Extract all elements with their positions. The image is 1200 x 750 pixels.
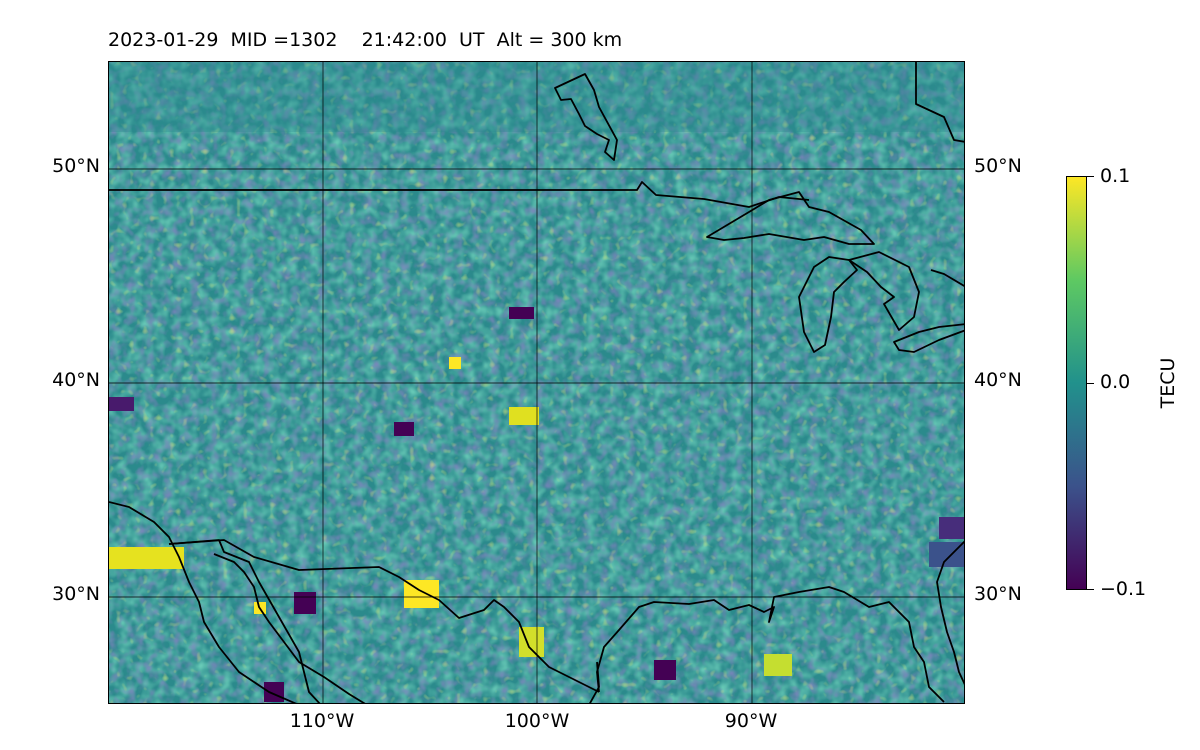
colorbar-title: TECU bbox=[1157, 357, 1179, 409]
coastlines bbox=[109, 62, 964, 703]
lake-michigan bbox=[798, 256, 858, 353]
colorbar-label-min: −0.1 bbox=[1100, 578, 1147, 600]
colorbar-tick-mid bbox=[1087, 383, 1094, 384]
tec-highlights bbox=[109, 62, 964, 702]
hudson-bay-coast bbox=[554, 73, 618, 161]
lon-tick-100w: 100°W bbox=[504, 710, 570, 732]
lake-superior bbox=[706, 191, 875, 245]
colorbar-label-max: 0.1 bbox=[1100, 165, 1131, 187]
lat-tick-30-left: 30°N bbox=[52, 583, 100, 605]
lat-tick-40-left: 40°N bbox=[52, 369, 100, 391]
figure-title: 2023-01-29 MID =1302 21:42:00 UT Alt = 3… bbox=[108, 29, 623, 51]
lake-ontario bbox=[930, 269, 964, 287]
lake-erie bbox=[893, 323, 964, 353]
lon-tick-110w: 110°W bbox=[289, 710, 355, 732]
gulf-coast bbox=[596, 586, 945, 703]
colorbar bbox=[1066, 176, 1087, 590]
lat-tick-40-right: 40°N bbox=[974, 369, 1022, 391]
lake-huron bbox=[848, 251, 920, 331]
lat-tick-50-left: 50°N bbox=[52, 155, 100, 177]
pacific-coast bbox=[109, 501, 297, 703]
us-mexico-border bbox=[168, 539, 600, 693]
florida-coast bbox=[936, 540, 964, 685]
mexico-gulf-coast bbox=[589, 661, 600, 703]
map-svg bbox=[109, 62, 964, 703]
colorbar-tick-top bbox=[1087, 176, 1094, 177]
lon-tick-90w: 90°W bbox=[724, 710, 778, 732]
lat-tick-50-right: 50°N bbox=[974, 155, 1022, 177]
labrador-coast bbox=[915, 62, 964, 143]
graticule bbox=[109, 62, 964, 703]
colorbar-label-zero: 0.0 bbox=[1100, 371, 1131, 393]
gulf-of-california bbox=[213, 553, 366, 703]
lat-tick-30-right: 30°N bbox=[974, 583, 1022, 605]
colorbar-tick-bottom bbox=[1087, 589, 1094, 590]
baja-california bbox=[168, 539, 321, 703]
tec-map bbox=[108, 61, 965, 704]
